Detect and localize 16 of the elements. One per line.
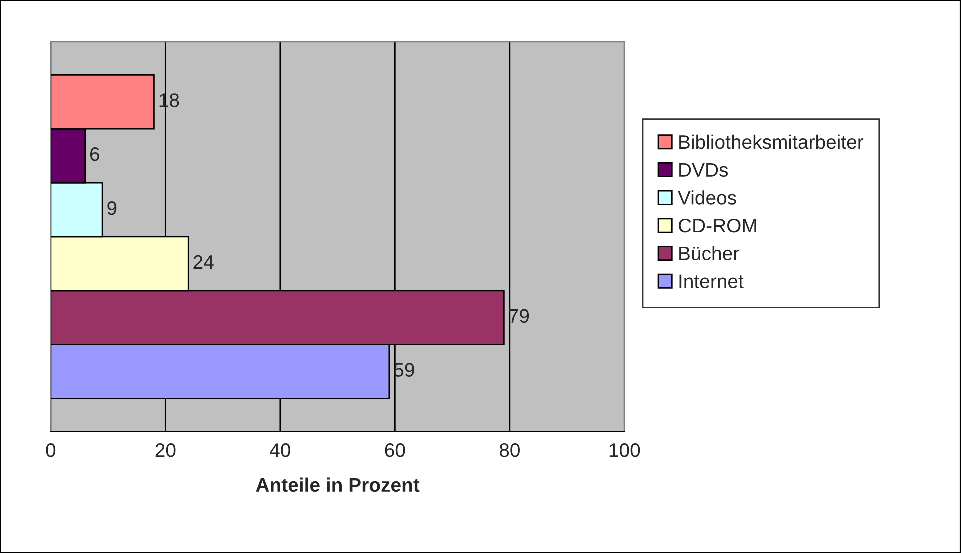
legend-label: DVDs: [680, 163, 728, 178]
legend-label: Bibliotheksmitarbeiter: [680, 134, 864, 150]
x-tick-label: 60: [385, 444, 406, 458]
legend-label: Internet: [680, 274, 744, 288]
x-tick-label: 100: [610, 444, 640, 458]
data-label: 9: [108, 201, 117, 216]
legend-label: Videos: [678, 190, 736, 205]
data-label: 24: [194, 255, 214, 269]
x-tick-label: 80: [500, 444, 520, 458]
x-tick-label: 20: [156, 444, 176, 458]
x-tick-label: 0: [46, 444, 56, 458]
legend-label: Bücher: [680, 246, 740, 261]
data-label: 6: [90, 148, 100, 162]
x-axis-title: Anteile in Prozent: [256, 478, 420, 492]
x-tick-label: 40: [270, 444, 290, 458]
legend-label: CD-ROM: [678, 218, 756, 233]
